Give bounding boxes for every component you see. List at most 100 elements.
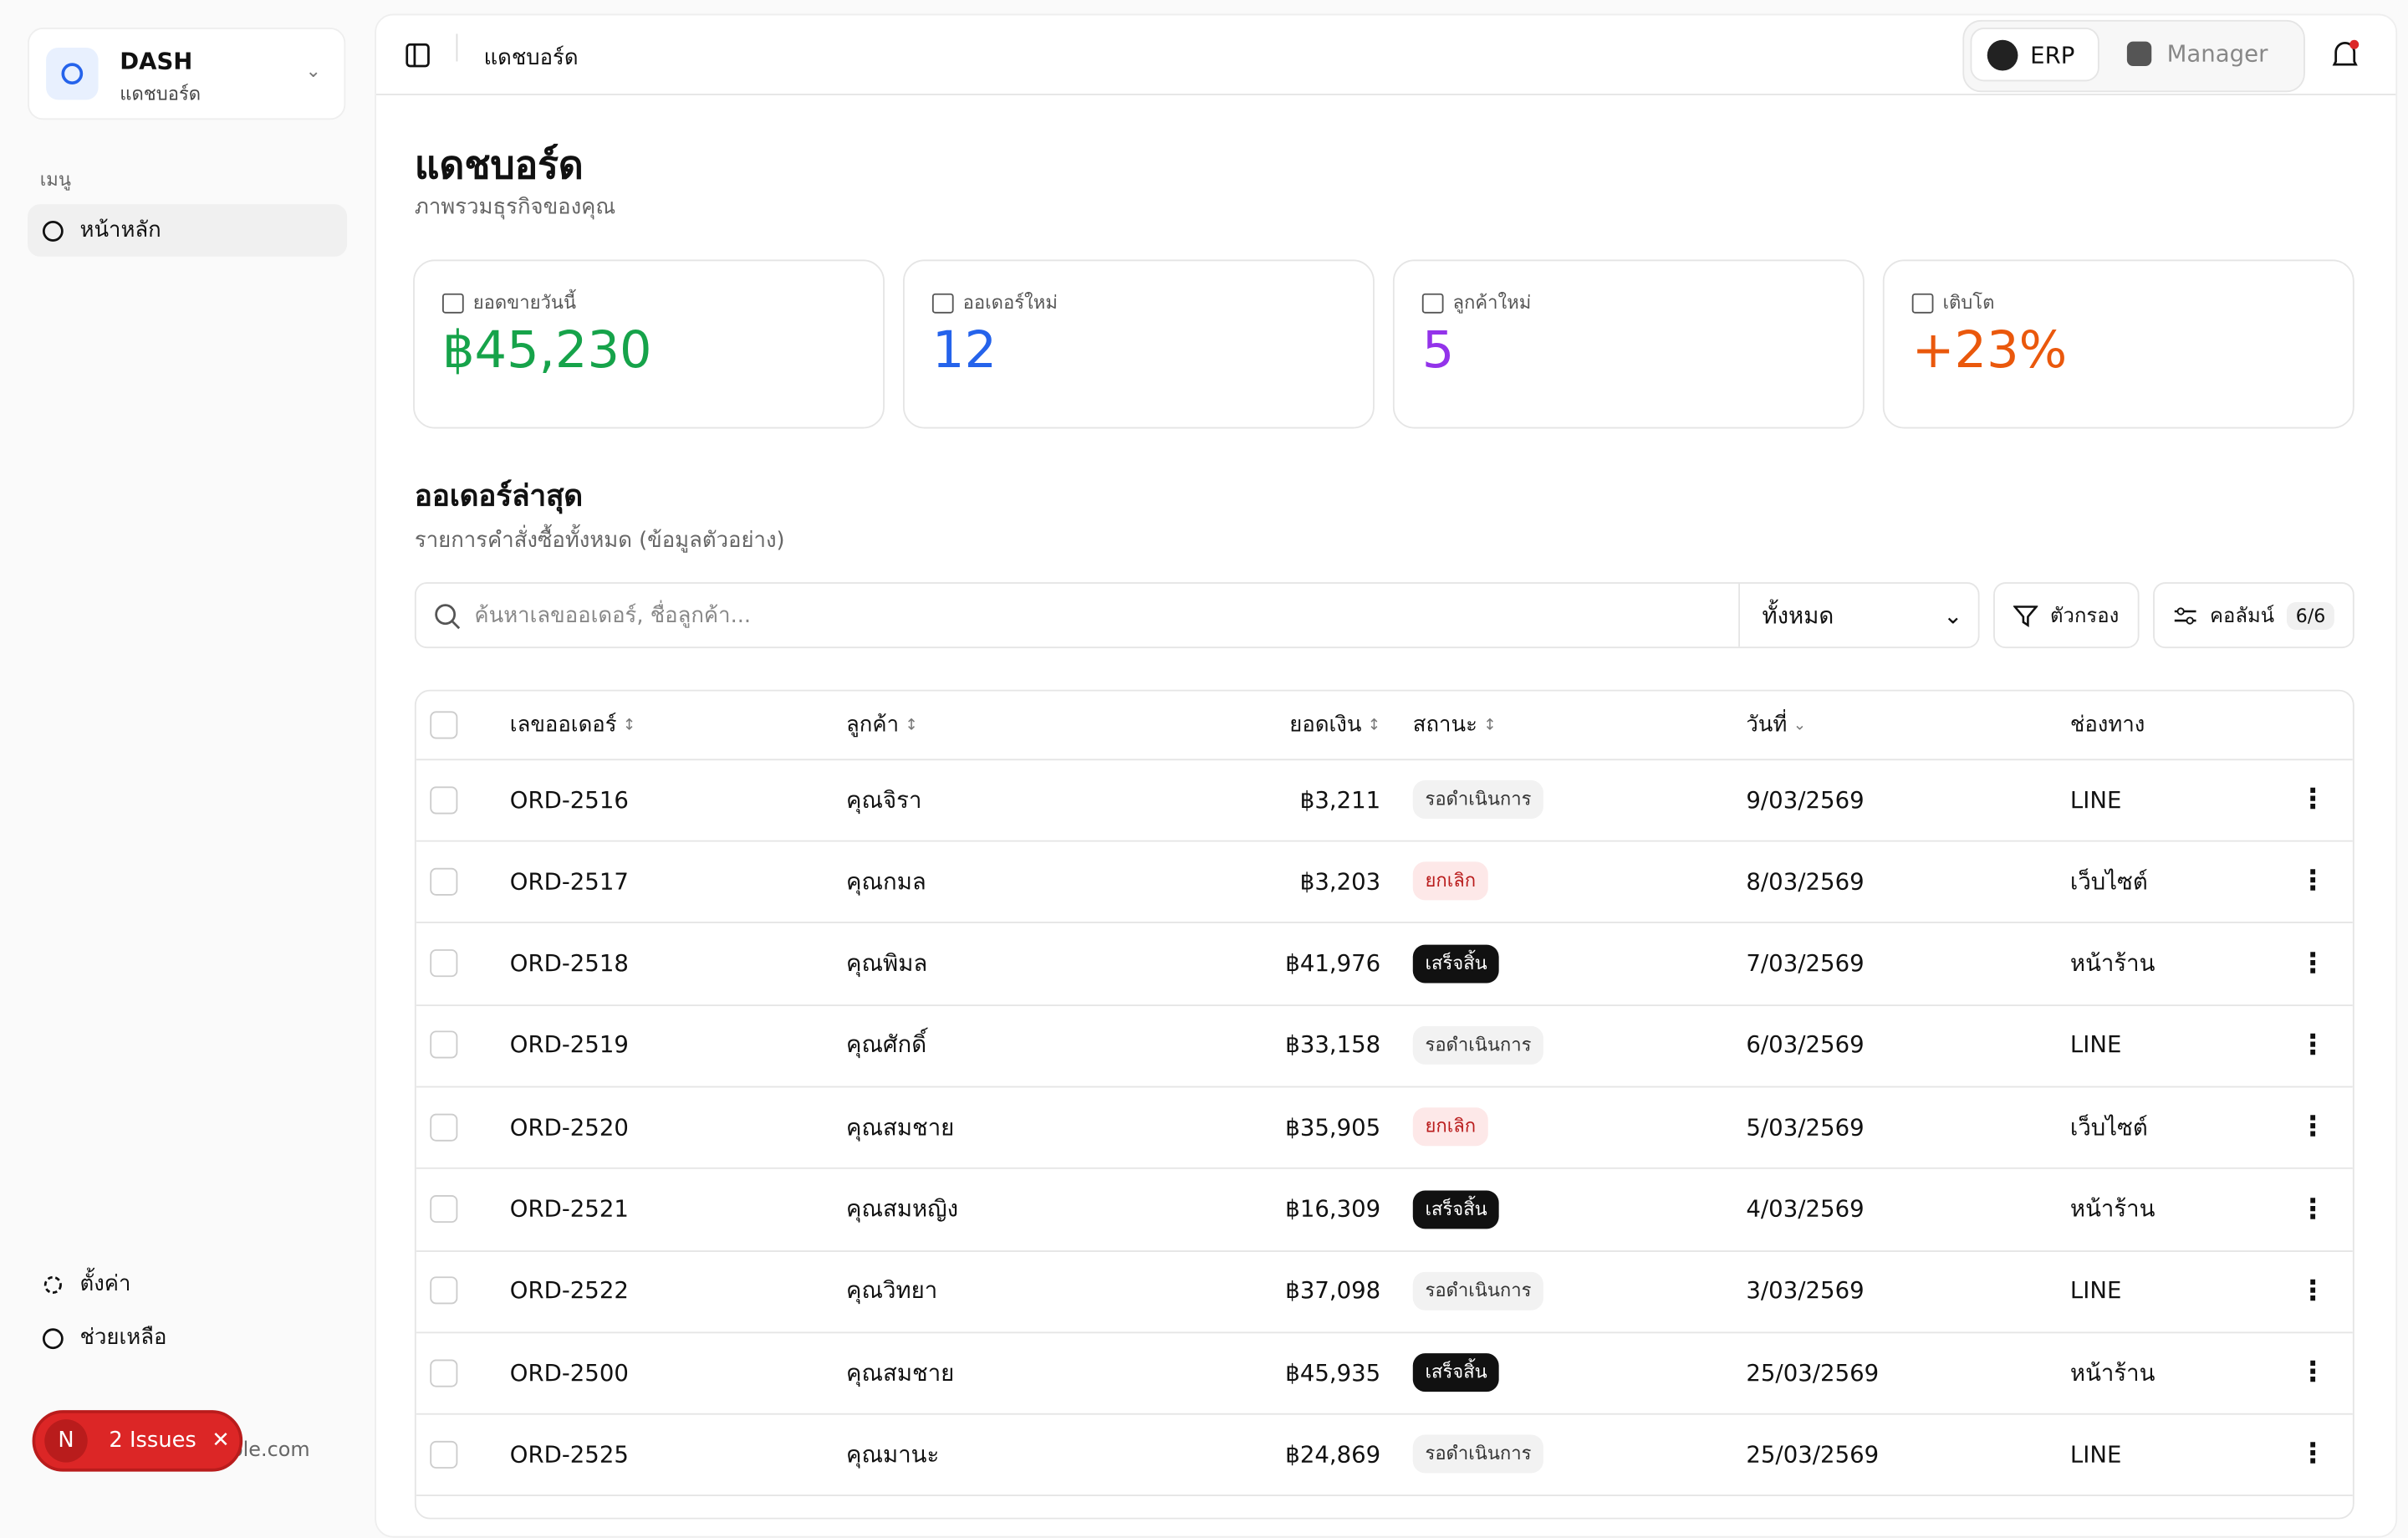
table-cell: 25/03/2569	[1746, 1414, 1879, 1495]
status-badge: รอดำเนินการ	[1412, 780, 1544, 819]
checkbox[interactable]	[430, 1194, 458, 1224]
column-header[interactable]: ช่องทาง	[2070, 692, 2145, 759]
column-header[interactable]: สถานะ ↕	[1413, 692, 1497, 759]
cell-text: 25/03/2569	[1746, 1358, 1880, 1387]
page-subtitle: ภาพรวมธุรกิจของคุณ	[414, 195, 616, 220]
row-menu[interactable]: ⋮	[2298, 1357, 2327, 1389]
column-header[interactable]: ยอดเงิน ↕	[1289, 692, 1380, 759]
stat-label-text: ออเดอร์ใหม่	[962, 291, 1058, 314]
checkbox[interactable]	[430, 1031, 458, 1060]
table-cell: คุณจิรา	[846, 759, 921, 840]
nav-item[interactable]: ตั้งค่า	[28, 1258, 347, 1310]
cell-text: ORD-2522	[509, 1276, 629, 1305]
table-cell: ORD-2500	[510, 1332, 629, 1413]
cell-text: เว็บไซต์	[2069, 867, 2148, 896]
sidebar-toggle[interactable]	[406, 43, 430, 68]
status-badge: เสร็จสิ้น	[1412, 1353, 1500, 1392]
table-cell: ORD-2519	[510, 1004, 629, 1086]
checkbox[interactable]	[430, 1113, 458, 1142]
checkbox[interactable]	[430, 711, 458, 739]
table-row[interactable]: ORD-2519 คุณศักดิ์ ฿33,158 รอดำเนินการ 6/03/…	[416, 1004, 2353, 1088]
columns-button[interactable]: คอลัมน์ 6/6	[2153, 582, 2354, 649]
row-menu[interactable]: ⋮	[2298, 947, 2327, 980]
table-cell: ฿3,203	[1300, 841, 1380, 922]
column-header[interactable]: ลูกค้า ↕	[846, 692, 918, 759]
brand-name: DASH	[120, 47, 193, 75]
row-menu[interactable]: ⋮	[2298, 865, 2327, 898]
notifications[interactable]	[2328, 38, 2361, 72]
status-select[interactable]: ทั้งหมด ⌄	[1738, 583, 1978, 647]
row-menu[interactable]: ⋮	[2298, 1438, 2327, 1471]
table-cell: ORD-2525	[510, 1414, 629, 1495]
row-menu[interactable]: ⋮	[2298, 1111, 2327, 1143]
button-label: ตัวกรอง	[2050, 605, 2120, 629]
status-badge: ยกเลิก	[1412, 1107, 1488, 1147]
stat-card: ออเดอร์ใหม่ 12	[902, 259, 1375, 429]
row-checkbox	[430, 1414, 458, 1495]
table-row[interactable]: ORD-2518 คุณพิมล ฿41,976 เสร็จสิ้น 7/03/2569…	[416, 922, 2353, 1006]
filter-button[interactable]: ตัวกรอง	[1993, 582, 2140, 649]
cell-text: ฿37,098	[1285, 1276, 1381, 1305]
checkbox[interactable]	[430, 1440, 458, 1469]
table-row[interactable]: ORD-2520 คุณสมชาย ฿35,905 ยกเลิก 5/03/2569 เว…	[416, 1086, 2353, 1170]
checkbox[interactable]	[430, 867, 458, 896]
issues-badge[interactable]: N 2 Issues ✕	[32, 1410, 243, 1472]
cell-text: 7/03/2569	[1746, 949, 1865, 978]
tab[interactable]: Manager	[2126, 40, 2268, 68]
table-row[interactable]: ORD-2500 คุณสมชาย ฿45,935 เสร็จสิ้น 25/03/25…	[416, 1332, 2353, 1415]
tab[interactable]: ERP	[1970, 28, 2099, 82]
row-menu[interactable]: ⋮	[2298, 1275, 2327, 1307]
row-checkbox	[430, 1004, 458, 1086]
stat-icon	[1911, 293, 1934, 314]
stat-label-text: ยอดขายวันนี้	[472, 291, 577, 314]
brand-switcher[interactable]: DASH แดชบอร์ด ⌄	[28, 28, 346, 120]
table-cell: ORD-2520	[510, 1086, 629, 1168]
cell-text: ฿3,211	[1299, 785, 1381, 814]
stat-icon	[441, 293, 464, 314]
table-row[interactable]: ORD-2516 คุณจิรา ฿3,211 รอดำเนินการ 9/03/256…	[416, 759, 2353, 842]
column-header[interactable]: วันที่ ⌄	[1746, 692, 1806, 759]
table-row[interactable]: ORD-2522 คุณวิทยา ฿37,098 รอดำเนินการ 3/03/2…	[416, 1250, 2353, 1333]
checkbox[interactable]	[430, 1358, 458, 1387]
cell-text: ฿45,935	[1285, 1358, 1381, 1387]
table-cell: 4/03/2569	[1746, 1168, 1864, 1249]
issues-label: 2 Issues	[109, 1428, 196, 1454]
nav-label: หน้าหลัก	[79, 217, 161, 243]
stat-value: ฿45,230	[441, 319, 652, 380]
table-header: เลขออเดอร์ ↕ ลูกค้า ↕ ยอดเงิน ↕ สถานะ ↕ วันที่ ⌄ ช…	[416, 692, 2353, 761]
table-cell: 25/03/2569	[1746, 1332, 1879, 1413]
table-cell: เว็บไซต์	[2070, 1086, 2148, 1168]
cell-text: LINE	[2069, 1440, 2122, 1469]
row-menu[interactable]: ⋮	[2298, 1029, 2327, 1061]
cell-text: 4/03/2569	[1746, 1194, 1865, 1224]
row-checkbox	[430, 841, 458, 922]
cell-text: ฿33,158	[1285, 1031, 1381, 1060]
select-arrow: ⌄	[1943, 601, 1963, 630]
table-cell: ฿33,158	[1285, 1004, 1380, 1086]
row-menu[interactable]: ⋮	[2298, 1193, 2327, 1225]
tab-label: ERP	[2030, 40, 2075, 69]
header-label: ลูกค้า	[846, 713, 900, 738]
checkbox[interactable]	[430, 949, 458, 978]
column-header[interactable]: เลขออเดอร์ ↕	[510, 692, 636, 759]
cell-text: ฿16,309	[1285, 1194, 1381, 1224]
table-row[interactable]: ORD-2517 คุณกมล ฿3,203 ยกเลิก 8/03/2569 เว็บไ…	[416, 841, 2353, 924]
brand-sub: แดชบอร์ด	[120, 83, 202, 105]
cell-text: หน้าร้าน	[2069, 1358, 2155, 1387]
checkbox[interactable]	[430, 785, 458, 814]
status-badge: เสร็จสิ้น	[1412, 943, 1500, 983]
table-row[interactable]: ORD-2525 คุณมานะ ฿24,869 รอดำเนินการ 25/03/2…	[416, 1414, 2353, 1497]
row-menu[interactable]: ⋮	[2298, 783, 2327, 816]
stat-label: ลูกค้าใหม่	[1421, 289, 1531, 318]
cell-text: ฿3,203	[1299, 867, 1381, 896]
cell-text: LINE	[2069, 785, 2122, 814]
nav-item[interactable]: ช่วยเหลือ	[28, 1312, 347, 1364]
row-checkbox	[430, 1332, 458, 1413]
search-input[interactable]: ค้นหาเลขออเดอร์, ชื่อลูกค้า...	[474, 602, 752, 628]
close-icon[interactable]: ✕	[212, 1428, 230, 1454]
checkbox[interactable]	[430, 1276, 458, 1305]
table-row[interactable]: ORD-2521 คุณสมหญิง ฿16,309 เสร็จสิ้น 4/03/25…	[416, 1168, 2353, 1252]
stat-label: ออเดอร์ใหม่	[931, 289, 1058, 318]
cell-text: คุณวิทยา	[846, 1276, 938, 1305]
nav-item[interactable]: หน้าหลัก	[28, 204, 348, 257]
